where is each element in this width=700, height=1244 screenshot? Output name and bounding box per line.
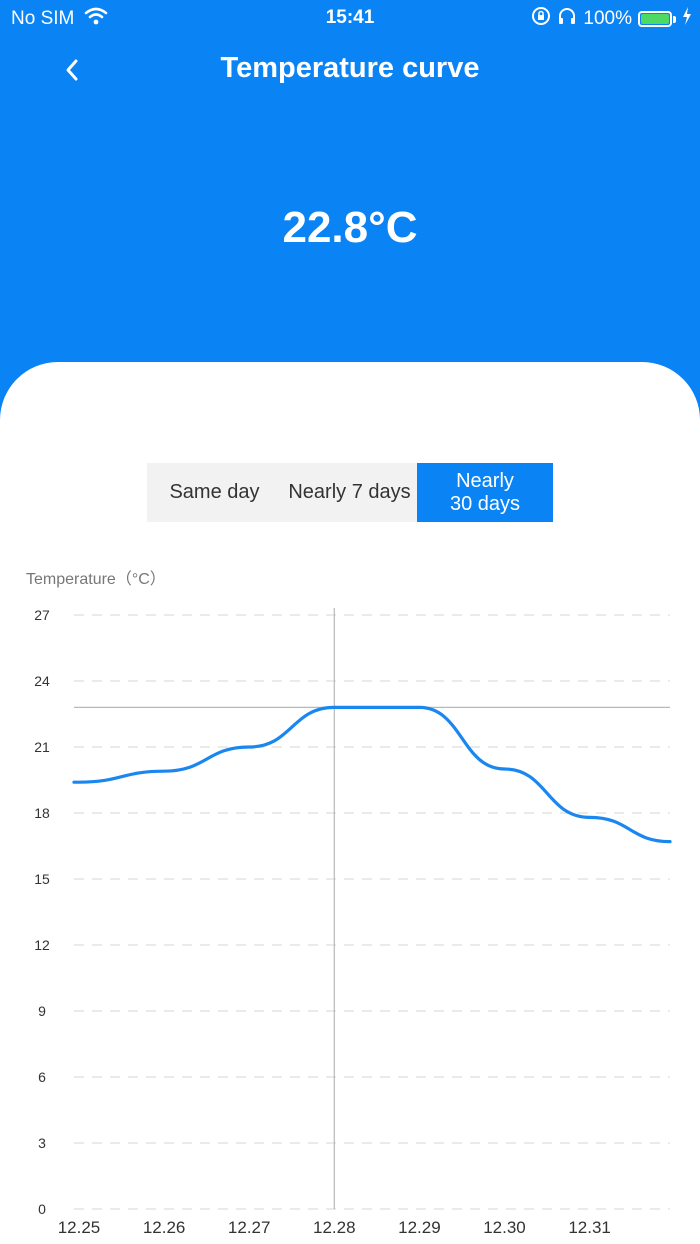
- x-tick-label: 12.29: [398, 1218, 441, 1237]
- y-tick-label: 27: [34, 607, 50, 623]
- back-button[interactable]: [52, 52, 92, 92]
- tab-label: Nearly 30 days: [449, 469, 521, 515]
- current-temperature: 22.8°C: [282, 203, 418, 252]
- y-tick-label: 0: [38, 1201, 46, 1217]
- header-background: [0, 0, 700, 420]
- y-tick-label: 12: [34, 937, 50, 953]
- x-tick-label: 12.27: [228, 1218, 271, 1237]
- y-tick-label: 21: [34, 739, 50, 755]
- x-tick-label: 12.30: [483, 1218, 526, 1237]
- status-time: 15:41: [325, 7, 375, 28]
- headphones-icon: [557, 6, 577, 32]
- y-axis-label: Temperature（°C）: [26, 571, 166, 588]
- y-tick-label: 15: [34, 871, 50, 887]
- tab-nearly-7-days[interactable]: Nearly 7 days: [282, 463, 417, 522]
- x-tick-label: 12.31: [568, 1218, 611, 1237]
- wifi-icon: [84, 7, 108, 31]
- series-line: [72, 705, 672, 844]
- page-title: Temperature curve: [220, 52, 480, 84]
- carrier-label: No SIM: [11, 8, 75, 29]
- y-tick-label: 3: [38, 1135, 46, 1151]
- y-tick-label: 9: [38, 1003, 46, 1019]
- x-tick-label: 12.25: [58, 1218, 101, 1237]
- y-tick-label: 24: [34, 673, 50, 689]
- temperature-chart: 0 3 6 9 12 15 18 21 24 27 12.25 12.26 12.27 12.28 12.2…: [34, 607, 672, 1237]
- y-tick-label: 6: [38, 1069, 46, 1085]
- tab-label: Same day: [169, 481, 260, 503]
- charging-icon: [682, 7, 692, 31]
- tab-same-day[interactable]: Same day: [147, 463, 282, 522]
- tab-label: Nearly 7 days: [288, 481, 411, 503]
- x-tick-label: 12.28: [313, 1218, 356, 1237]
- period-selector: Same day Nearly 7 days Nearly 30 days: [147, 463, 553, 522]
- battery-icon: [638, 11, 676, 27]
- status-bar: No SIM 15:41 100%: [0, 0, 700, 36]
- orientation-lock-icon: [531, 6, 551, 32]
- battery-percent: 100%: [583, 8, 632, 29]
- tab-nearly-30-days[interactable]: Nearly 30 days: [417, 463, 553, 522]
- chevron-left-icon: [64, 58, 80, 87]
- y-tick-label: 18: [34, 805, 50, 821]
- x-tick-label: 12.26: [143, 1218, 186, 1237]
